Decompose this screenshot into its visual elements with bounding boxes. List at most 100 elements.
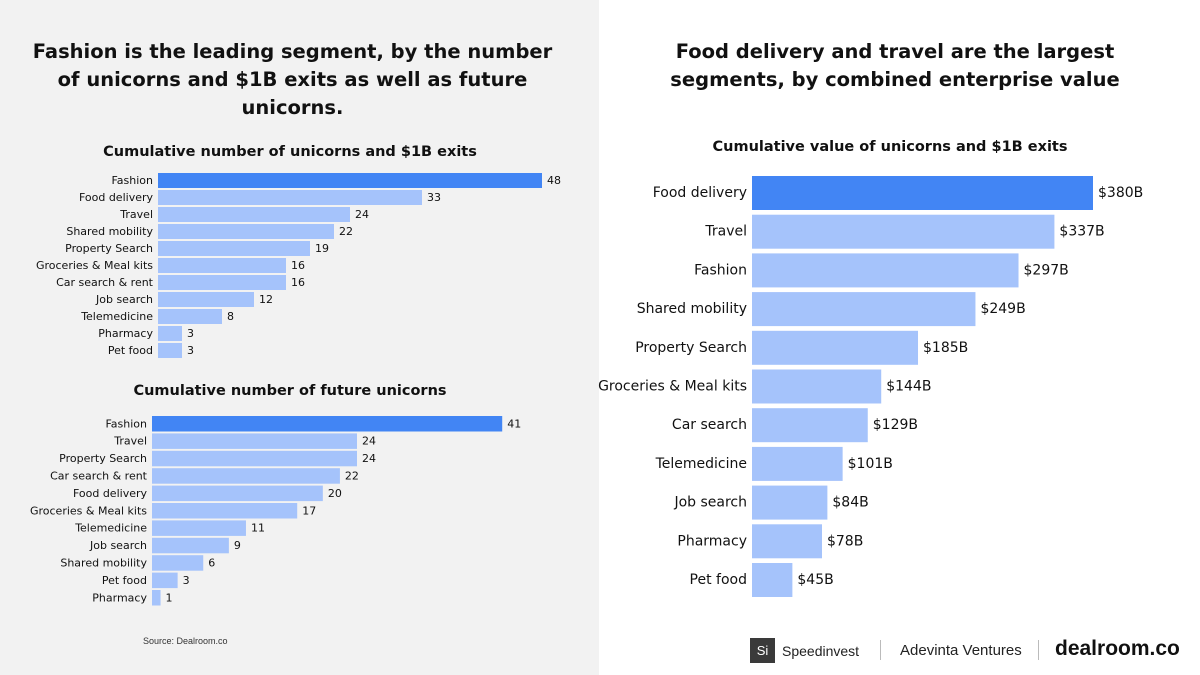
category-label: Food delivery <box>79 191 154 204</box>
value-label: $380B <box>1098 185 1143 201</box>
category-label: Travel <box>704 224 747 240</box>
value-label: $144B <box>886 379 931 395</box>
chart-1-title: Cumulative number of unicorns and $1B ex… <box>103 144 477 160</box>
category-label: Shared mobility <box>66 225 153 238</box>
value-label: 17 <box>302 504 316 517</box>
chart-2-title: Cumulative number of future unicorns <box>133 383 447 399</box>
value-label: 24 <box>362 452 376 465</box>
bar <box>158 207 350 222</box>
bar <box>158 275 286 290</box>
value-label: 48 <box>547 174 561 187</box>
bar <box>752 485 828 520</box>
category-label: Pet food <box>108 344 153 357</box>
category-label: Food delivery <box>73 487 148 500</box>
category-label: Job search <box>89 539 147 552</box>
category-label: Property Search <box>59 452 147 465</box>
value-label: $84B <box>832 495 868 511</box>
category-label: Fashion <box>694 262 747 278</box>
bar <box>752 176 1093 210</box>
bar <box>752 446 843 481</box>
bar <box>158 343 182 358</box>
chart-future-unicorns: Fashion 41 Travel 24 Property Search 24 Car se… <box>30 416 521 606</box>
value-label: 19 <box>315 242 329 255</box>
value-label: $101B <box>848 456 893 472</box>
bar <box>152 450 357 467</box>
category-label: Fashion <box>105 417 147 430</box>
bar <box>158 258 286 273</box>
category-label: Pet food <box>102 574 147 587</box>
category-label: Job search <box>673 495 747 511</box>
value-label: $337B <box>1059 224 1104 240</box>
category-label: Groceries & Meal kits <box>36 259 153 272</box>
value-label: 22 <box>339 225 353 238</box>
chart-3-title: Cumulative value of unicorns and $1B exi… <box>712 139 1068 155</box>
bar <box>752 408 868 443</box>
category-label: Groceries & Meal kits <box>598 379 747 395</box>
category-label: Telemedicine <box>655 456 747 472</box>
value-label: 24 <box>355 208 369 221</box>
category-label: Property Search <box>635 340 747 356</box>
value-label: 16 <box>291 276 305 289</box>
logo-divider <box>880 640 881 660</box>
bar <box>158 326 182 341</box>
left-headline: Fashion is the leading segment, by the n… <box>32 40 553 119</box>
adevinta-ventures-logo: Adevinta Ventures <box>900 642 1022 659</box>
speedinvest-logo-mark: Si <box>750 638 775 663</box>
value-label: 6 <box>208 556 215 569</box>
value-label: 24 <box>362 435 376 448</box>
speedinvest-logo: Speedinvest <box>782 643 860 659</box>
bar <box>152 555 204 571</box>
value-label: $45B <box>797 572 833 588</box>
bar <box>152 468 340 484</box>
value-label: 20 <box>328 487 342 500</box>
category-label: Telemedicine <box>80 310 153 323</box>
category-label: Telemedicine <box>74 522 147 535</box>
value-label: 1 <box>166 591 173 604</box>
value-label: $78B <box>827 533 863 549</box>
bar <box>752 253 1019 288</box>
value-label: 16 <box>291 259 305 272</box>
bar <box>152 416 503 432</box>
category-label: Car search & rent <box>50 469 148 482</box>
bar <box>152 503 298 519</box>
bar <box>752 214 1055 249</box>
bar <box>158 190 422 205</box>
bar <box>152 572 178 589</box>
category-label: Shared mobility <box>637 301 747 317</box>
value-label: 3 <box>187 327 194 340</box>
category-label: Travel <box>119 208 153 221</box>
value-label: 33 <box>427 191 441 204</box>
value-label: 3 <box>183 574 190 587</box>
chart-unicorns-count: Fashion 48 Food delivery 33 Travel 24 Shared m… <box>36 173 561 358</box>
value-label: 41 <box>507 417 521 430</box>
bar <box>152 433 357 449</box>
category-label: Shared mobility <box>60 556 147 569</box>
bar <box>752 563 793 597</box>
value-label: 12 <box>259 293 273 306</box>
value-label: 11 <box>251 522 265 535</box>
category-label: Groceries & Meal kits <box>30 504 147 517</box>
category-label: Pharmacy <box>98 327 153 340</box>
category-label: Property Search <box>65 242 153 255</box>
bar <box>752 524 822 559</box>
category-label: Job search <box>95 293 153 306</box>
right-headline: Food delivery and travel are the largest… <box>670 40 1120 91</box>
category-label: Pharmacy <box>92 591 147 604</box>
category-label: Travel <box>113 435 147 448</box>
bar <box>158 173 542 188</box>
bar <box>752 369 882 404</box>
value-label: 9 <box>234 539 241 552</box>
category-label: Food delivery <box>653 185 747 201</box>
value-label: 22 <box>345 469 359 482</box>
category-label: Pet food <box>690 572 747 588</box>
bar <box>152 537 229 554</box>
logo-bar: Si Speedinvest Adevinta Ventures dealroo… <box>750 636 1190 664</box>
value-label: $249B <box>980 301 1025 317</box>
source-note: Source: Dealroom.co <box>143 636 228 646</box>
category-label: Fashion <box>111 174 153 187</box>
category-label: Car search & rent <box>56 276 154 289</box>
bar <box>158 241 310 256</box>
bar <box>158 292 254 307</box>
